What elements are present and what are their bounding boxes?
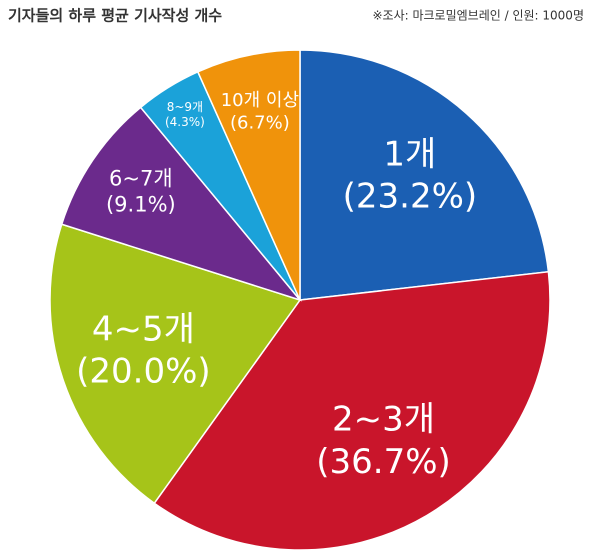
pie-slice: [60, 106, 303, 302]
slice-label: 2~3개: [332, 400, 435, 440]
slice-value-label: (20.0%): [76, 352, 211, 392]
slice-label: 6~7개: [109, 167, 173, 191]
pie-slice: [299, 49, 550, 301]
pie-slice: [49, 223, 302, 505]
slice-value-label: (4.3%): [165, 115, 205, 129]
slice-label: 10개 이상: [221, 90, 299, 111]
chart-subtitle: ※조사: 마크로밀엠브레인 / 인원: 1000명: [372, 9, 584, 23]
slice-label: 1개: [383, 134, 436, 174]
chart-title: 기자들의 하루 평균 기사작성 개수: [8, 7, 222, 25]
pie-slice: [153, 270, 551, 551]
slice-value-label: (36.7%): [316, 442, 451, 482]
pie-slice: [196, 49, 301, 301]
slice-label: 4~5개: [92, 309, 195, 349]
slice-value-label: (6.7%): [230, 112, 290, 133]
slice-value-label: (9.1%): [106, 193, 176, 217]
slice-label: 8~9개: [167, 100, 203, 114]
slice-value-label: (23.2%): [343, 176, 478, 216]
